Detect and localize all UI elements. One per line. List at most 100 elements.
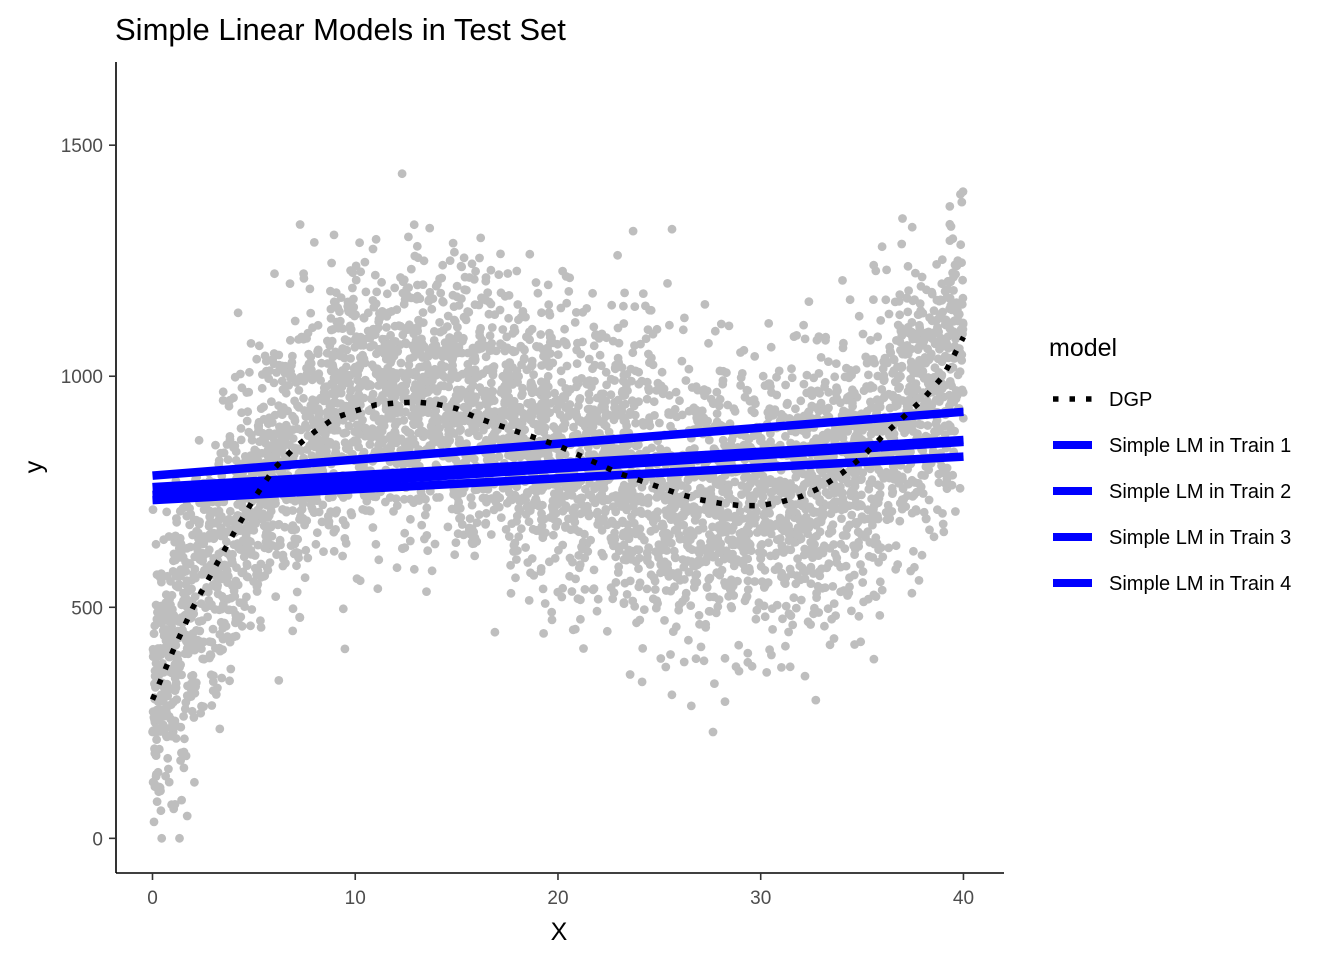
scatter-point (839, 406, 848, 416)
scatter-point (184, 692, 194, 702)
scatter-point (552, 397, 562, 407)
scatter-point (820, 583, 830, 592)
scatter-point (481, 273, 491, 282)
scatter-point (650, 585, 660, 594)
scatter-point (756, 541, 766, 551)
scatter-point (208, 624, 218, 634)
scatter-point (686, 601, 696, 610)
scatter-point (308, 323, 317, 333)
scatter-point (430, 384, 440, 394)
scatter-point (377, 307, 387, 316)
scatter-point (951, 507, 960, 516)
scatter-point (740, 473, 749, 483)
scatter-point (957, 385, 967, 395)
scatter-point (541, 414, 551, 424)
scatter-point (234, 543, 243, 553)
scatter-point (832, 393, 842, 403)
scatter-point (217, 673, 227, 683)
scatter-point (399, 494, 409, 504)
scatter-point (364, 506, 374, 515)
scatter-point (180, 704, 190, 714)
scatter-point (469, 454, 479, 464)
scatter-point (521, 312, 530, 322)
scatter-point (592, 509, 602, 519)
scatter-point (824, 387, 833, 397)
scatter-point (343, 336, 353, 346)
scatter-point (150, 621, 160, 631)
scatter-point (533, 342, 542, 352)
scatter-point (588, 427, 598, 437)
scatter-point (461, 404, 471, 413)
scatter-point (170, 800, 180, 809)
scatter-point (796, 595, 806, 605)
scatter-point (722, 368, 731, 378)
scatter-point (173, 582, 183, 592)
scatter-point (650, 576, 660, 586)
scatter-point (177, 670, 187, 680)
scatter-point (388, 380, 398, 390)
scatter-point (425, 287, 435, 297)
scatter-point (189, 569, 198, 578)
scatter-point (152, 797, 162, 806)
scatter-point (162, 507, 172, 517)
scatter-point (296, 372, 306, 382)
scatter-point (809, 569, 818, 578)
scatter-point (750, 352, 760, 361)
scatter-point (527, 411, 537, 421)
scatter-point (655, 418, 664, 428)
scatter-point (219, 448, 229, 458)
scatter-point (356, 400, 365, 410)
scatter-point (755, 436, 765, 446)
scatter-point (231, 455, 241, 465)
scatter-point (866, 335, 875, 345)
scatter-point (927, 334, 937, 344)
scatter-point (822, 563, 832, 573)
scatter-point (325, 440, 335, 449)
scatter-point (945, 304, 954, 314)
scatter-point (569, 422, 578, 432)
scatter-point (759, 583, 769, 592)
scatter-point (574, 527, 584, 537)
scatter-point (207, 637, 217, 647)
scatter-point (180, 734, 189, 744)
scatter-point (487, 339, 497, 348)
scatter-point (814, 551, 823, 560)
scatter-point (221, 621, 231, 631)
scatter-point (506, 588, 516, 598)
scatter-point (850, 550, 859, 559)
scatter-point (586, 535, 595, 545)
scatter-point (656, 560, 666, 569)
scatter-point (448, 238, 458, 248)
scatter-point (484, 406, 494, 416)
scatter-point (857, 422, 867, 432)
scatter-point (457, 520, 467, 529)
scatter-point (565, 553, 575, 563)
scatter-point (671, 622, 681, 632)
scatter-point (235, 598, 245, 607)
scatter-point (596, 389, 606, 399)
scatter-point (520, 345, 529, 355)
scatter-point (339, 493, 348, 502)
scatter-point (182, 511, 192, 521)
scatter-point (465, 514, 475, 523)
scatter-point (821, 332, 831, 342)
scatter-point (505, 495, 515, 505)
scatter-point (181, 557, 190, 567)
scatter-point (567, 483, 577, 493)
scatter-point (512, 366, 522, 376)
scatter-point (804, 297, 814, 306)
scatter-point (619, 301, 628, 311)
scatter-point (237, 568, 247, 578)
scatter-point (724, 488, 734, 498)
scatter-point (477, 335, 487, 345)
scatter-point (293, 548, 303, 558)
scatter-point (406, 264, 416, 274)
scatter-point (368, 244, 378, 254)
scatter-point (935, 310, 945, 319)
scatter-point (911, 268, 920, 278)
scatter-point (645, 358, 654, 368)
scatter-point (761, 517, 771, 526)
scatter-point (257, 383, 267, 393)
scatter-point (194, 617, 204, 626)
scatter-point (215, 724, 225, 734)
